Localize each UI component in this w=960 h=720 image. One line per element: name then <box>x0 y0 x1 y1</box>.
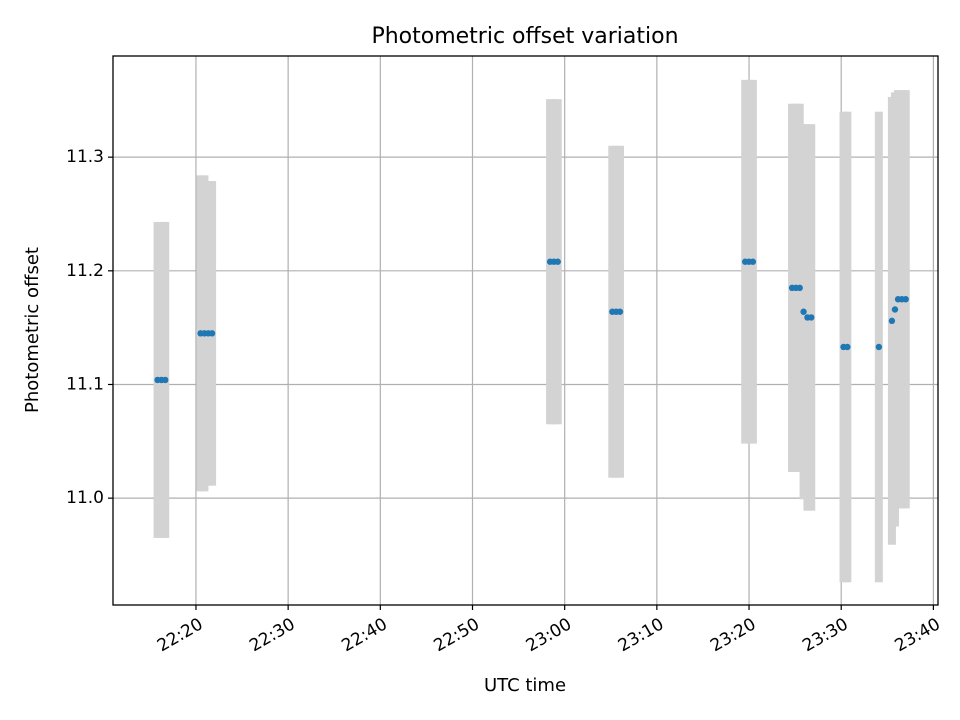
y-tick-label: 11.2 <box>66 261 104 281</box>
y-tick-label: 11.0 <box>66 488 104 508</box>
data-point <box>554 258 561 265</box>
y-tick-label: 11.3 <box>66 147 104 167</box>
data-point <box>208 330 216 337</box>
x-axis-title: UTC time <box>484 675 566 696</box>
data-point <box>796 284 803 292</box>
data-point <box>844 343 851 351</box>
data-point <box>616 308 624 315</box>
plot-frame <box>112 55 939 606</box>
data-point <box>891 306 899 313</box>
y-axis-title: Photometric offset <box>22 247 43 413</box>
data-point <box>902 296 909 303</box>
data-point <box>888 317 896 325</box>
y-tick-label: 11.1 <box>66 374 104 394</box>
data-point <box>162 376 169 384</box>
y-axis-ticks: 11.0 11.1 11.2 11.3 <box>66 147 113 508</box>
data-point <box>749 258 757 265</box>
chart-title: Photometric offset variation <box>371 24 678 49</box>
data-points <box>154 258 909 384</box>
data-point <box>800 308 807 315</box>
data-point <box>808 314 815 321</box>
data-point <box>875 343 883 351</box>
